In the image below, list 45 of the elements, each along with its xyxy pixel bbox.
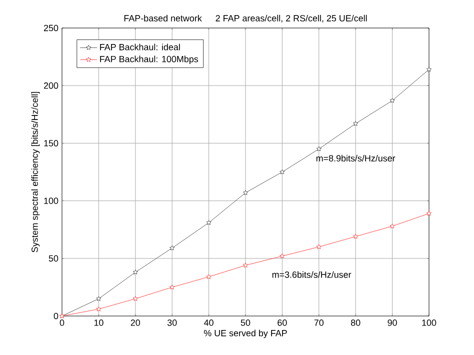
point (96, 296, 102, 301)
x-tick-label: 50 (240, 320, 250, 326)
x-tick-label: 0 (60, 320, 64, 326)
annotation: m=3.6bits/s/Hz/user (272, 271, 352, 278)
point (280, 253, 285, 258)
x-tick-label: 40 (204, 320, 214, 326)
legend-label: FAP Backhaul: 100Mbps (100, 56, 198, 64)
point (426, 66, 432, 72)
y-tick-label: 150 (44, 140, 58, 146)
point (169, 284, 175, 290)
point (316, 146, 322, 152)
point (242, 190, 248, 195)
point (352, 120, 358, 126)
x-tick-label: 70 (314, 320, 324, 326)
chart-subtitle: 2 FAP areas/cell, 2 RS/cell, 25 UE/cell (216, 14, 367, 22)
point (96, 306, 102, 312)
y-tick-label: 50 (48, 255, 58, 262)
x-tick-label: 80 (351, 320, 360, 326)
x-axis-title: % UE served by FAP (204, 330, 287, 338)
point (280, 169, 285, 174)
point (390, 223, 395, 228)
point (169, 245, 175, 250)
chart-title: FAP-based network (124, 14, 202, 22)
point (242, 262, 248, 268)
point (316, 244, 322, 250)
point (426, 210, 432, 216)
x-tick-label: 30 (167, 320, 177, 326)
y-tick-label: 100 (44, 198, 58, 204)
x-tick-label: 100 (422, 320, 436, 326)
y-tick-label: 0 (54, 312, 58, 320)
point (132, 269, 138, 274)
point (352, 234, 358, 239)
point (206, 220, 212, 225)
x-tick-label: 20 (130, 320, 140, 326)
x-tick-label: 60 (278, 320, 287, 326)
point (132, 296, 138, 301)
legend-label: FAP Backhaul: ideal (100, 44, 180, 50)
point (206, 274, 212, 280)
y-axis-title: System spectral efficiency [bits/s/Hz/cell] (31, 92, 40, 252)
y-tick-label: 200 (44, 82, 58, 89)
annotation: m=8.9bits/s/Hz/user (316, 154, 396, 162)
y-tick-label: 250 (44, 24, 58, 32)
x-tick-label: 10 (94, 320, 104, 326)
point (390, 98, 395, 103)
x-tick-label: 90 (388, 320, 397, 326)
